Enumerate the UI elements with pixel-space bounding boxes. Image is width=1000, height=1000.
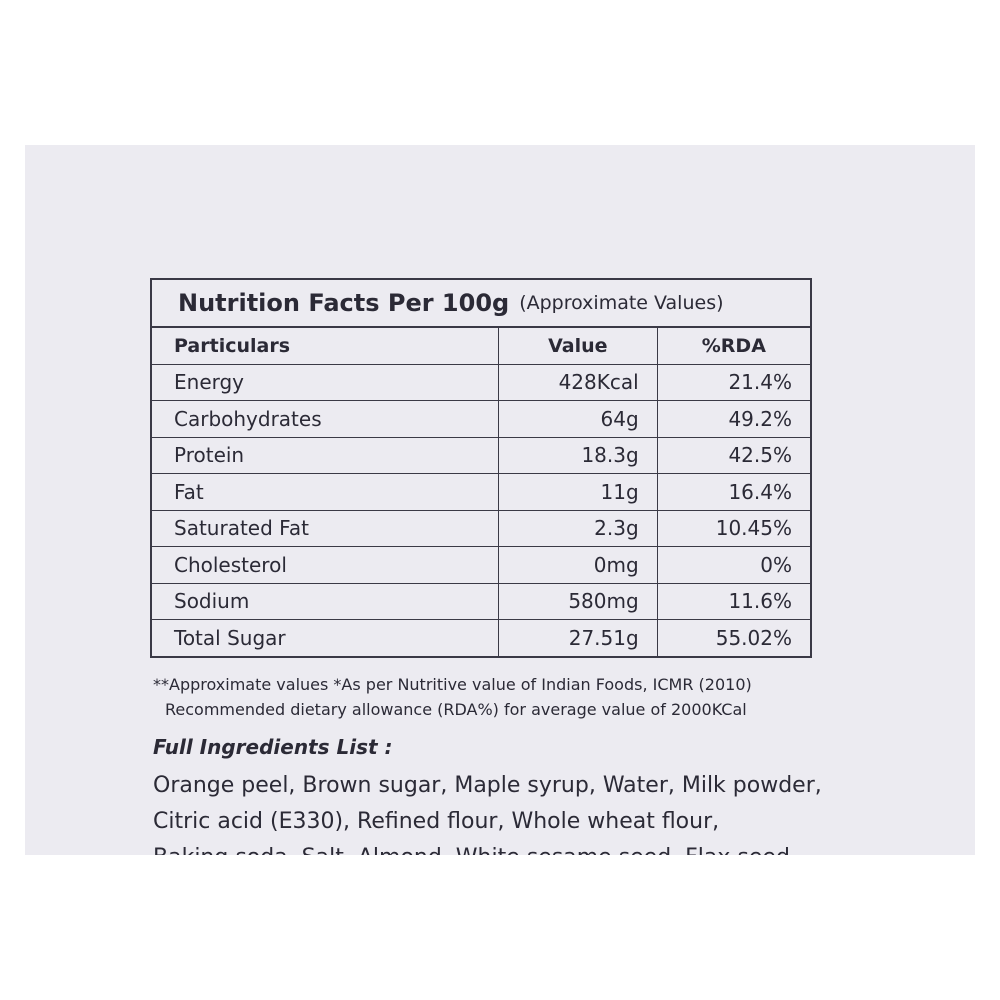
note-line: **Approximate values *As per Nutritive v…: [153, 675, 752, 694]
table-cell: Protein: [152, 436, 499, 474]
table-cell: 0mg: [498, 546, 658, 584]
nutrition-box: Nutrition Facts Per 100g (Approximate Va…: [150, 278, 812, 658]
header-row: Particulars Value %RDA: [152, 328, 810, 365]
table-cell: Fat: [152, 473, 499, 511]
table-cell: 2.3g: [498, 509, 658, 547]
table-cell: Saturated Fat: [152, 509, 499, 547]
table-cell: Sodium: [152, 582, 499, 620]
table-cell: 0%: [656, 546, 810, 584]
table-row: Cholesterol 0mg 0%: [152, 546, 810, 584]
table-cell: Energy: [152, 363, 499, 401]
nutrition-table: Particulars Value %RDA Energy 428Kcal 21.4% Ca…: [152, 328, 810, 656]
table-cell: Total Sugar: [152, 619, 499, 656]
table-cell: 64g: [498, 400, 658, 438]
table-cell: 580mg: [498, 582, 658, 620]
header-cell: Particulars: [152, 328, 499, 365]
table-row: Sodium 580mg 11.6%: [152, 582, 810, 620]
table-cell: 27.51g: [498, 619, 658, 656]
table-subtitle: (Approximate Values): [519, 292, 724, 314]
table-cell: 10.45%: [656, 509, 810, 547]
ingredient-line: Orange peel, Brown sugar, Maple syrup, W…: [153, 773, 822, 798]
table-cell: Cholesterol: [152, 546, 499, 584]
ingredient-line: Citric acid (E330), Refined flour, Whole…: [153, 809, 720, 834]
table-title: Nutrition Facts Per 100g: [178, 289, 510, 317]
table-cell: 428Kcal: [498, 363, 658, 401]
ingredient-line: Baking soda, Salt, Almond, White sesame …: [153, 840, 822, 855]
table-cell: 11g: [498, 473, 658, 511]
table-cell: 49.2%: [656, 400, 810, 438]
header-cell: %RDA: [656, 328, 810, 365]
note-line: Recommended dietary allowance (RDA%) for…: [165, 700, 747, 719]
table-cell: 42.5%: [656, 436, 810, 474]
table-cell: 18.3g: [498, 436, 658, 474]
header-cell: Value: [498, 328, 658, 365]
notes: **Approximate values *As per Nutritive v…: [153, 672, 752, 722]
table-cell: 11.6%: [656, 582, 810, 620]
table-cell: 16.4%: [656, 473, 810, 511]
label-panel: Nutrition Facts Per 100g (Approximate Va…: [25, 145, 975, 855]
table-row: Total Sugar 27.51g 55.02%: [152, 619, 810, 656]
ingredients-heading: Full Ingredients List :: [153, 735, 393, 759]
title-row: Nutrition Facts Per 100g (Approximate Va…: [152, 280, 810, 328]
table-cell: Carbohydrates: [152, 400, 499, 438]
table-row: Energy 428Kcal 21.4%: [152, 363, 810, 401]
table-row: Carbohydrates 64g 49.2%: [152, 400, 810, 438]
table-row: Fat 11g 16.4%: [152, 473, 810, 511]
table-row: Saturated Fat 2.3g 10.45%: [152, 509, 810, 547]
table-cell: 21.4%: [656, 363, 810, 401]
table-row: Protein 18.3g 42.5%: [152, 436, 810, 474]
table-cell: 55.02%: [656, 619, 810, 656]
ingredients-list: Orange peel, Brown sugar, Maple syrup, W…: [153, 768, 822, 855]
